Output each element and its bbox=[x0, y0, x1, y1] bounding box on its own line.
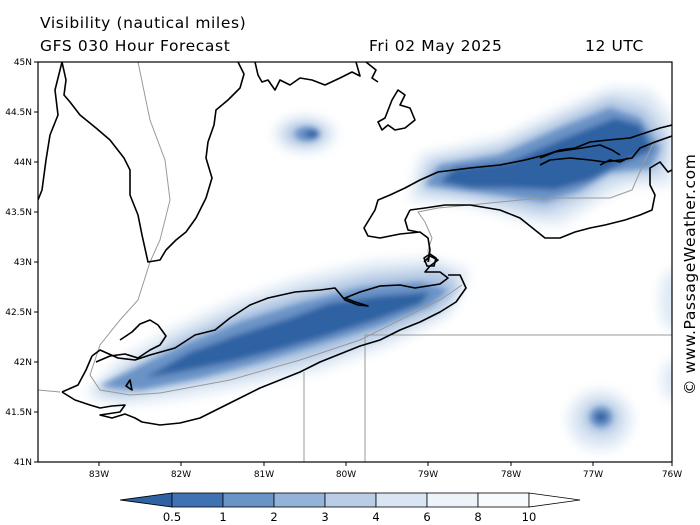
legend-label-0-5: 0.5 bbox=[163, 510, 181, 524]
political-borders bbox=[38, 62, 672, 462]
lat-label-41-5n: 41.5N bbox=[5, 408, 32, 418]
legend-cell-6 bbox=[426, 492, 479, 508]
lon-label-76w: 76W bbox=[662, 470, 682, 480]
lon-label-80w: 80W bbox=[336, 470, 356, 480]
lon-label-81w: 81W bbox=[254, 470, 274, 480]
lat-axis: 45N 44.5N 44N 43.5N 43N 42.5N 42N 41.5N … bbox=[5, 58, 38, 468]
lon-label-79w: 79W bbox=[418, 470, 438, 480]
legend-label-2: 2 bbox=[270, 510, 277, 524]
legend-label-6: 6 bbox=[423, 510, 430, 524]
legend-label-10: 10 bbox=[522, 510, 537, 524]
lat-label-45n: 45N bbox=[14, 58, 32, 68]
lat-label-42-5n: 42.5N bbox=[5, 308, 32, 318]
coastlines bbox=[38, 62, 672, 426]
lon-label-77w: 77W bbox=[583, 470, 603, 480]
map-title: Visibility (nautical miles) bbox=[40, 14, 247, 32]
legend-cell-gt-10 bbox=[528, 492, 581, 508]
forecast-date: Fri 02 May 2025 bbox=[369, 37, 503, 55]
forecast-time: 12 UTC bbox=[585, 37, 644, 55]
lon-label-82w: 82W bbox=[171, 470, 191, 480]
legend-cell-3 bbox=[324, 492, 377, 508]
legend-cell-4 bbox=[375, 492, 428, 508]
lon-axis: 83W 82W 81W 80W 79W 78W 77W 76W bbox=[89, 462, 682, 480]
forecast-label: GFS 030 Hour Forecast bbox=[40, 37, 231, 55]
lat-label-44-5n: 44.5N bbox=[5, 108, 32, 118]
lat-label-41n: 41N bbox=[14, 458, 32, 468]
legend-cell-8 bbox=[477, 492, 530, 508]
color-legend: 0.5 1 2 3 4 6 8 10 bbox=[119, 492, 581, 524]
legend-label-1: 1 bbox=[219, 510, 226, 524]
lon-label-78w: 78W bbox=[501, 470, 521, 480]
legend-label-4: 4 bbox=[372, 510, 379, 524]
legend-label-8: 8 bbox=[474, 510, 481, 524]
lon-label-83w: 83W bbox=[89, 470, 109, 480]
lat-label-43n: 43N bbox=[14, 258, 32, 268]
legend-cell-2 bbox=[273, 492, 326, 508]
lat-label-44n: 44N bbox=[14, 158, 32, 168]
legend-cell-lt-0-5 bbox=[119, 492, 173, 508]
legend-cell-0-5 bbox=[171, 492, 224, 508]
legend-cell-1 bbox=[222, 492, 275, 508]
lat-label-43-5n: 43.5N bbox=[5, 208, 32, 218]
lat-label-42n: 42N bbox=[14, 358, 32, 368]
legend-label-3: 3 bbox=[321, 510, 328, 524]
map-area bbox=[38, 62, 672, 462]
